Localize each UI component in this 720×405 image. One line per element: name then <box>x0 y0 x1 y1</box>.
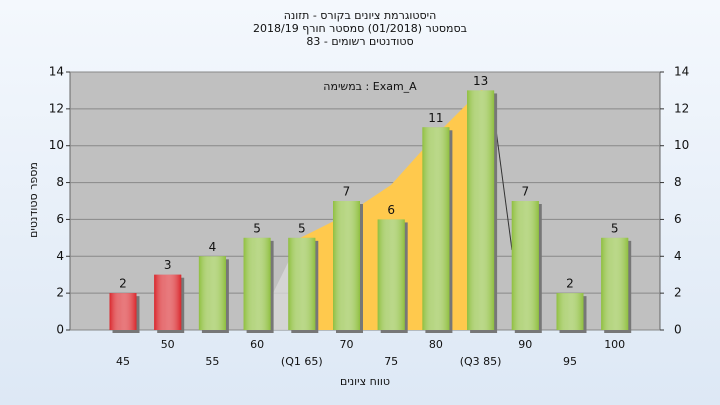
value-label: 5 <box>611 221 619 235</box>
value-label: 4 <box>209 240 217 254</box>
bar <box>601 237 629 330</box>
bar <box>467 90 495 330</box>
y-tick-label: 12 <box>49 101 64 115</box>
y-tick-label: 14 <box>49 65 64 79</box>
y-tick-label: 2 <box>56 286 64 300</box>
y2-tick-label: 12 <box>674 101 689 115</box>
x-tick-label: 95 <box>563 355 577 368</box>
bar <box>556 293 584 330</box>
x-tick-label: 100 <box>604 338 625 351</box>
y-tick-label: 6 <box>56 212 64 226</box>
x-tick-label: 80 <box>429 338 443 351</box>
y2-tick-label: 0 <box>674 323 682 337</box>
x-tick-label: (Q1 65) <box>281 355 323 368</box>
y-tick-label: 4 <box>56 249 64 263</box>
chart-subtitle: סטודנטים רשומים - 83 <box>306 35 413 48</box>
value-label: 3 <box>164 258 172 272</box>
y-tick-label: 0 <box>56 323 64 337</box>
x-tick-label: 50 <box>161 338 175 351</box>
chart-subtitle: בסמסטר (01/2018) סמסטר חורף 2018/19 <box>253 22 467 35</box>
x-axis-label: טווח ציונים <box>340 375 390 388</box>
y2-tick-label: 2 <box>674 286 682 300</box>
bar <box>198 256 226 330</box>
y2-tick-label: 6 <box>674 212 682 226</box>
bar <box>511 201 539 330</box>
value-label: 13 <box>473 74 488 88</box>
value-label: 5 <box>298 221 306 235</box>
y2-tick-label: 4 <box>674 249 682 263</box>
x-tick-label: 75 <box>384 355 398 368</box>
y-tick-label: 10 <box>49 138 64 152</box>
y2-tick-label: 10 <box>674 138 689 152</box>
annotation: במשימה : Exam_A <box>323 80 417 93</box>
bar <box>154 274 182 330</box>
bar <box>422 127 450 331</box>
x-tick-label: 60 <box>250 338 264 351</box>
chart-title: היסטוגרמת ציונים בקורס - תזונה <box>284 9 437 22</box>
bar <box>288 237 316 330</box>
y-tick-label: 8 <box>56 175 64 189</box>
value-label: 2 <box>566 277 574 291</box>
x-tick-label: 70 <box>340 338 354 351</box>
y2-tick-label: 8 <box>674 175 682 189</box>
value-label: 5 <box>253 221 261 235</box>
x-tick-label: 55 <box>205 355 219 368</box>
x-tick-label: 90 <box>518 338 532 351</box>
bar <box>243 237 271 330</box>
value-label: 11 <box>428 111 443 125</box>
x-tick-label: 45 <box>116 355 130 368</box>
value-label: 2 <box>119 277 127 291</box>
y-axis-label: מספר סטודנטים <box>27 162 40 238</box>
x-tick-label: (Q3 85) <box>460 355 502 368</box>
bar <box>377 219 405 330</box>
value-label: 7 <box>521 185 529 199</box>
bar <box>333 201 360 330</box>
value-label: 7 <box>343 185 351 199</box>
bar <box>109 293 137 330</box>
value-label: 6 <box>387 203 395 217</box>
y2-tick-label: 14 <box>674 65 689 79</box>
